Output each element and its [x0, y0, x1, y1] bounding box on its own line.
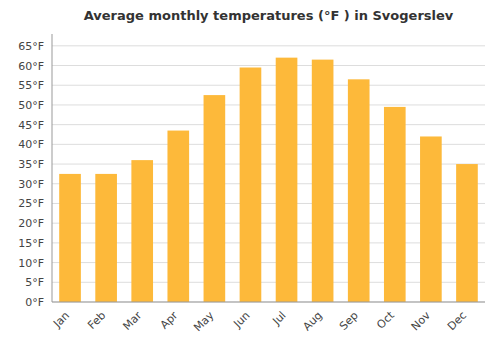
grid-line	[52, 104, 485, 105]
y-tick-label: 10°F	[18, 257, 44, 270]
bar	[456, 164, 478, 302]
bar	[167, 131, 189, 302]
x-tick-label: Sep	[337, 309, 361, 333]
y-tick-label: 25°F	[18, 197, 44, 210]
bar	[348, 79, 370, 302]
bar	[420, 136, 442, 302]
x-tick-label: Jan	[50, 309, 72, 331]
x-tick-label: Jul	[269, 309, 288, 328]
bar	[276, 58, 298, 302]
y-axis: 0°F 5°F 10°F 15°F 20°F 25°F 30°F 35°F 40°F 45°F 50…	[18, 40, 485, 309]
y-tick-label: 50°F	[18, 99, 44, 112]
y-tick-label: 55°F	[18, 79, 44, 92]
bar	[204, 95, 226, 302]
y-tick-label: 65°F	[18, 40, 44, 53]
x-tick-label: Aug	[300, 309, 324, 333]
grid-line	[52, 85, 485, 86]
y-tick-label: 30°F	[18, 178, 44, 191]
bars	[59, 58, 478, 302]
bar	[312, 60, 334, 302]
x-tick-label: Jun	[231, 309, 253, 331]
bar	[384, 107, 406, 302]
grid-line	[52, 65, 485, 66]
bar	[240, 68, 262, 303]
y-tick-label: 40°F	[18, 138, 44, 151]
grid-line	[52, 45, 485, 46]
y-tick-label: 35°F	[18, 158, 44, 171]
x-tick-label: Nov	[409, 309, 434, 334]
y-tick-label: 45°F	[18, 119, 44, 132]
x-tick-label: Feb	[85, 309, 108, 332]
x-axis-line	[52, 302, 485, 303]
x-tick-label: Oct	[374, 308, 397, 331]
grid-line	[52, 302, 485, 303]
y-tick-label: 5°F	[25, 276, 44, 289]
y-tick-label: 15°F	[18, 237, 44, 250]
y-axis-line	[52, 34, 53, 302]
chart: Average monthly temperatures (°F ) in Sv…	[0, 0, 500, 350]
grid-line	[52, 124, 485, 125]
x-tick-label: May	[191, 309, 217, 335]
y-tick-label: 20°F	[18, 217, 44, 230]
bar	[59, 174, 81, 302]
bar	[95, 174, 117, 302]
chart-container: Average monthly temperatures (°F ) in Sv…	[0, 0, 500, 350]
title: Average monthly temperatures (°F ) in Sv…	[84, 8, 454, 23]
x-tick-label: Apr	[158, 309, 181, 332]
bar	[131, 160, 153, 302]
x-tick-label: Mar	[120, 309, 144, 333]
y-tick-label: 60°F	[18, 60, 44, 73]
y-tick-label: 0°F	[25, 296, 44, 309]
x-axis: Jan Feb Mar Apr May Jun Jul Aug Sep Oct Nov Dec	[50, 302, 485, 334]
x-tick-label: Dec	[445, 309, 469, 333]
